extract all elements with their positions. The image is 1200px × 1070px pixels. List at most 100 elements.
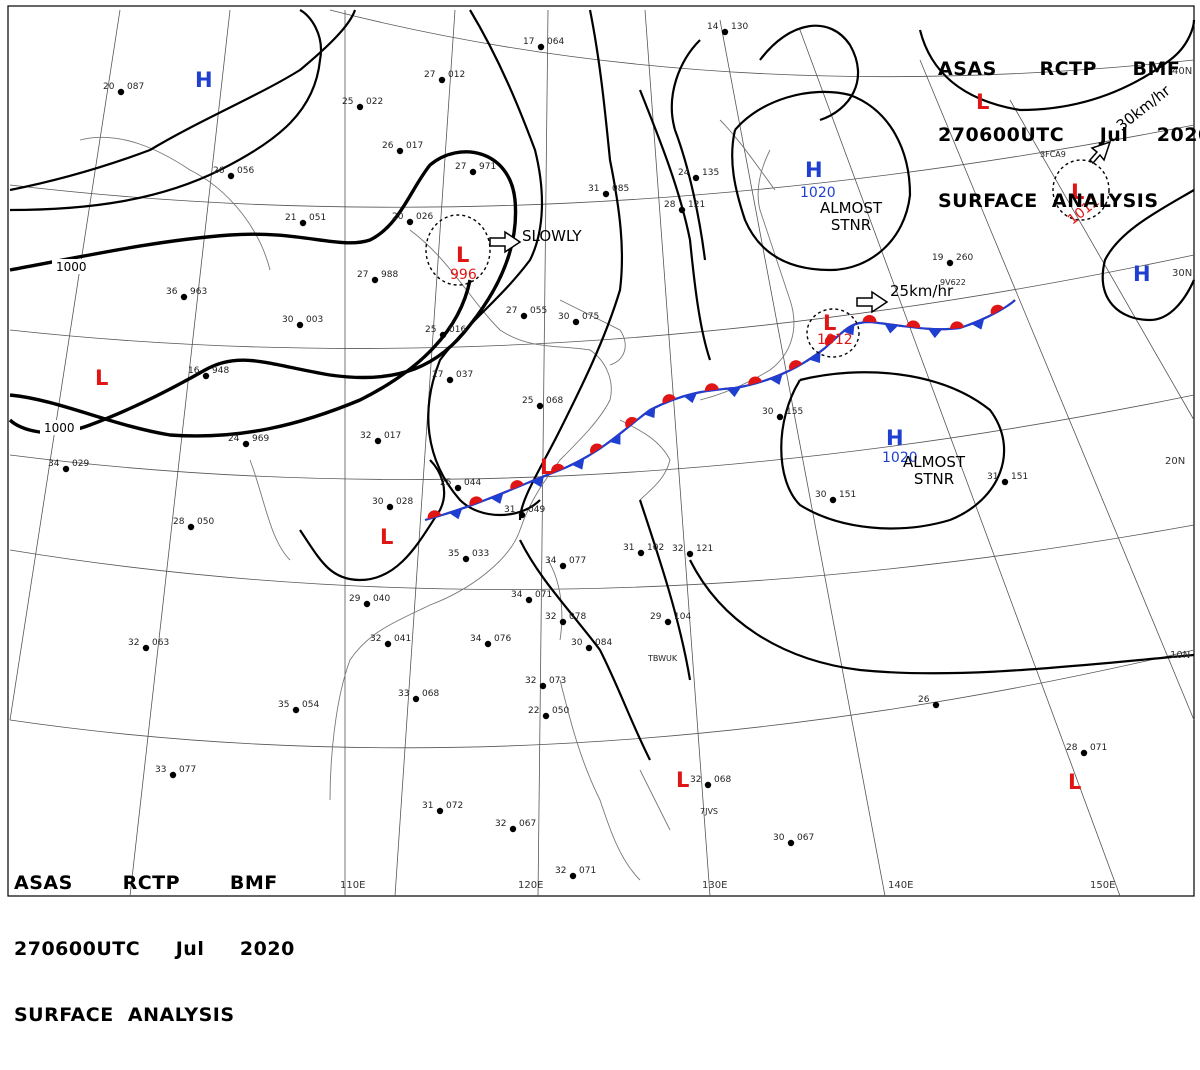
station-temperature: 30 [571,638,583,648]
dashed-circle [425,214,491,286]
station-pressure: 155 [786,407,804,417]
header-title-line: SURFACE ANALYSIS [14,1004,235,1026]
station-pressure: 067 [519,819,537,829]
station-circle [787,839,795,847]
station-pressure: 022 [366,97,384,107]
station-pressure: 067 [797,833,815,843]
station-circle [169,771,177,779]
isobar [918,19,1196,112]
station-pressure: 151 [839,490,857,500]
parallel-line [9,254,1195,349]
movement-note: ALMOST STNR [820,199,883,234]
station-pressure: 050 [552,706,570,716]
station-circle [509,825,517,833]
station-circle [536,402,544,410]
ship-id: 9V622 [940,278,966,287]
station-circle [384,640,392,648]
station-circle [637,549,645,557]
station-temperature: 29 [349,594,361,604]
station-temperature: 36 [166,287,178,297]
station-pressure: 028 [396,497,414,507]
station-pressure: 071 [579,866,597,876]
station-temperature: 22 [528,706,540,716]
station-temperature: 27 [506,306,518,316]
latitude-label: 40N [1172,66,1193,77]
station-pressure: 029 [72,459,90,469]
low-pressure-symbol: L [1071,180,1085,204]
station-circle [539,682,547,690]
station-temperature: 31 [504,505,516,515]
header-agency-line: ASAS RCTP BMF [938,58,1181,80]
station-pressure: 016 [449,325,467,335]
cold-front-triangle [971,318,985,330]
station-pressure: 151 [1011,472,1029,482]
station-circle [1080,749,1088,757]
station-pressure: 049 [528,505,546,515]
graticule [9,9,1195,897]
station-pressure: 072 [446,801,464,811]
station-temperature: 27 [424,70,436,80]
low-pressure-symbol: L [456,243,470,267]
latitude-label: 30N [1172,268,1193,279]
station-pressure: 033 [472,549,490,559]
parallel-line [9,524,1195,590]
cold-front-triangle [842,323,855,336]
meridian-line [644,9,711,897]
low-pressure-symbol: L [95,366,109,390]
coastlines [79,119,795,881]
meridian-line [129,9,231,897]
meridian-line [1009,99,1195,421]
station-pressure: 077 [179,765,197,775]
station-circle [462,555,470,563]
station-temperature: 31 [588,184,600,194]
station-pressure: 064 [547,37,565,47]
station-circle [363,600,371,608]
isobar [670,39,707,261]
low-pressure-symbol: L [676,768,690,792]
ship-id: TBWUK [648,654,678,663]
station-pressure: 017 [384,431,402,441]
cold-front-triangle [448,508,463,520]
station-pressure: 087 [127,82,145,92]
cold-front-triangle [809,351,821,364]
station-circle [296,321,304,329]
warm-front-semicircle [789,360,803,371]
station-circle [542,712,550,720]
warm-front-semicircle [704,383,719,392]
station-circle [686,550,694,558]
coastline [639,769,671,831]
station-pressure: 003 [306,315,324,325]
station-temperature: 28 [173,517,185,527]
dashed-circle [806,308,860,358]
station-circle [602,190,610,198]
station-circle [62,465,70,473]
station-temperature: 32 [672,544,684,554]
station-temperature: 34 [470,634,482,644]
station-temperature: 16 [188,366,200,376]
coastline [619,419,671,501]
station-pressure: 963 [190,287,208,297]
header-time-line: 270600UTC Jul 2020 [938,124,1200,146]
station-temperature: 30 [558,312,570,322]
station-temperature: 26 [213,166,225,176]
station-pressure: 071 [1090,743,1108,753]
station-temperature: 14 [707,22,719,32]
station-pressure: 104 [674,612,692,622]
high-pressure-symbol: H [1133,262,1151,286]
station-pressure: 948 [212,366,230,376]
parallel-line [329,9,1195,78]
station-temperature: 24 [228,434,240,444]
motion-arrow [1088,140,1112,165]
station-pressure: 073 [549,676,567,686]
station-pressure: 017 [406,141,424,151]
station-temperature: 25 [440,478,452,488]
station-temperature: 30 [815,490,827,500]
station-circle [776,413,784,421]
warm-front-semicircle [625,416,638,429]
warm-front-semicircle [427,510,442,520]
station-circle [356,103,364,111]
station-circle [386,503,394,511]
isobars [8,9,1196,761]
latitude-label: 20N [1165,456,1186,467]
station-temperature: 32 [545,612,557,622]
